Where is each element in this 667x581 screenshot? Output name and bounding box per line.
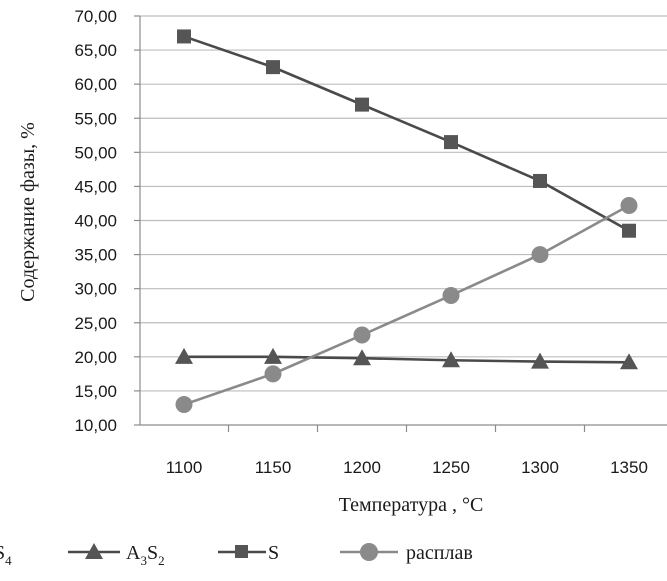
x-tick-label: 1150 [255,458,292,477]
series-a3s2 [175,347,638,370]
x-tick-label: 1250 [432,458,470,477]
legend-item-a3s2: A3S2 [68,542,165,568]
x-axis-label: Температура , °С [339,494,484,516]
data-point-circle [353,326,371,344]
y-axis-label: Содержание фазы, % [17,122,39,302]
legend-a3s2-marker [85,543,103,559]
legend-s-marker [235,545,248,558]
data-point-circle [620,197,638,215]
svg-text:A3S2: A3S2 [126,542,165,568]
data-point-triangle [620,353,638,370]
y-tick-label: 40,00 [74,212,117,231]
legend-a3s2-sub1: 3 [140,553,147,568]
legend: S4 A3S2 S расплав [0,542,473,568]
y-tick-label: 20,00 [74,348,117,367]
y-tick-label: 30,00 [74,280,117,299]
data-point-triangle [531,352,549,369]
legend-a3s2-sub2: 2 [158,553,165,568]
y-tick-label: 10,00 [74,416,117,435]
data-point-circle [175,396,193,414]
series-расплав [175,197,638,414]
data-point-square [444,135,458,150]
legend-a3s2-s: S [147,542,158,564]
x-tick-label: 1100 [166,458,203,477]
y-tick-label: 15,00 [74,382,117,401]
data-point-square [533,173,547,188]
y-tick-label: 55,00 [74,109,117,128]
data-point-triangle [175,347,193,364]
data-point-square [177,29,191,44]
x-tick-label: 1200 [343,458,381,477]
legend-c2s4-sub: 4 [5,553,12,568]
series-line-расплав [183,204,630,406]
legend-item-s: S [218,542,279,564]
data-point-square [266,60,280,75]
data-point-triangle [442,351,460,368]
x-tick-labels: 1100 1150 1200 1250 1300 1350 [166,458,648,477]
legend-item-c2s4: S4 [0,542,12,568]
data-point-square [622,223,636,238]
y-tick-label: 60,00 [74,75,117,94]
data-point-circle [264,365,282,383]
legend-melt-marker [360,543,378,561]
data-point-circle [442,286,460,304]
y-tick-labels: 10,00 15,00 20,00 25,00 30,00 35,00 40,00 45,00… [74,7,117,435]
y-tick-label: 45,00 [74,177,117,196]
series-line-s [183,35,630,232]
y-tick-label: 70,00 [74,7,117,26]
y-tick-label: 65,00 [74,41,117,60]
svg-text:S4: S4 [0,542,12,568]
axes [134,15,667,432]
legend-a3s2-a: A [126,542,141,564]
series-line-a3s2 [184,355,630,364]
data-point-triangle [264,347,282,364]
data-point-circle [531,246,549,264]
legend-melt-label: расплав [406,542,473,564]
x-tick-label: 1350 [610,458,648,477]
y-tick-label: 35,00 [74,246,117,265]
data-point-square [355,97,369,112]
x-tick-label: 1300 [521,458,559,477]
legend-item-melt: расплав [340,542,473,564]
y-tick-label: 50,00 [74,143,117,162]
series-s [177,29,636,238]
grid-lines [140,15,667,392]
data-point-triangle [353,349,371,366]
legend-s-label: S [268,542,279,564]
y-tick-label: 25,00 [74,314,117,333]
legend-c2s4-letter: S [0,542,5,564]
series-group [175,29,638,414]
